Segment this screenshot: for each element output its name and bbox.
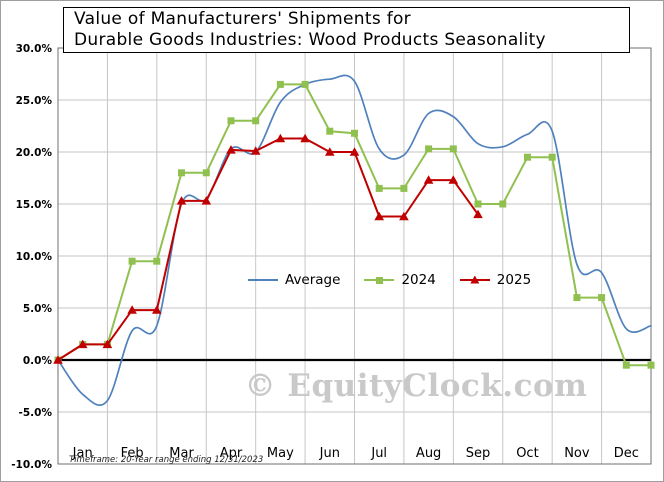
triangle-marker [152,305,162,314]
legend-item-2024: 2024 [364,272,436,288]
month-label: Dec [614,446,639,461]
square-marker [548,153,556,161]
triangle-marker [448,175,459,184]
triangle-marker [374,211,384,221]
triangle-marker [226,145,236,154]
square-marker [252,117,260,125]
triangle-marker [275,133,286,143]
y-axis-label: 5.0% [23,303,53,315]
square-marker [449,145,457,153]
chart-title-line2: Durable Goods Industries: Wood Products … [74,30,546,50]
series-line-2025 [57,137,479,361]
triangle-marker [349,147,360,156]
y-axis-label: 25.0% [16,95,53,107]
legend-label-2025: 2025 [496,272,532,288]
triangle-marker [53,355,63,364]
square-marker [128,257,136,265]
triangle-marker [300,133,310,143]
square-marker [622,361,630,369]
square-marker [647,361,655,369]
square-marker [326,127,334,135]
square-marker-swatch [364,275,395,285]
square-marker [351,129,358,137]
square-marker [227,117,235,125]
triangle-marker [325,147,335,156]
square-marker [178,169,185,177]
month-label: Oct [516,446,538,461]
y-axis-label: 15.0% [16,199,53,211]
month-label: Jun [319,446,340,461]
square-marker [573,294,581,302]
square-marker [153,257,161,265]
month-label: Nov [564,446,590,461]
square-marker [202,169,210,177]
month-label: Sep [466,446,491,461]
triangle-marker [102,339,113,349]
triangle-marker [250,146,261,155]
square-marker [598,294,606,302]
triangle-marker [399,211,409,221]
month-label: Aug [416,446,441,461]
triangle-marker [201,196,212,205]
legend-item-2025: 2025 [459,272,532,288]
square-marker [301,80,309,88]
y-axis-label: -10.0% [11,459,52,471]
y-axis-label: 20.0% [16,147,53,159]
square-marker [276,80,284,88]
square-marker [400,184,408,192]
legend-label-average: Average [285,272,341,288]
y-axis-label: 30.0% [16,43,53,55]
square-marker [375,184,383,192]
legend-item-average: Average [248,272,340,288]
timeframe-note: Timeframe: 20-Year range ending 12/31/20… [69,455,264,465]
month-label: Jul [370,446,387,461]
triangle-marker [176,196,187,205]
equityclock-watermark: © EquityClock.com [244,368,588,404]
month-label: Apr [220,446,243,461]
triangle-marker [127,305,137,314]
square-marker [499,200,507,208]
square-marker [524,153,531,161]
chart-title-line1: Value of Manufacturers' Shipments for [74,9,411,29]
y-axis-label: 0.0% [23,355,53,367]
y-axis-label: 10.0% [16,251,53,263]
square-marker [474,200,482,208]
triangle-marker-swatch [459,275,490,285]
triangle-marker [473,209,483,219]
chart-legend: Average 2024 2025 [248,272,531,288]
month-label: Jan [72,446,93,461]
legend-label-2024: 2024 [401,272,436,288]
chart-title-box: Value of Manufacturers' Shipments for Du… [63,7,630,53]
triangle-marker [423,175,434,184]
month-label: Mar [169,446,194,461]
month-label: May [267,446,294,461]
square-marker [425,145,433,153]
triangle-marker [77,339,88,349]
average-line-swatch [248,275,278,285]
month-label: Feb [121,446,144,461]
y-axis-label: -5.0% [19,407,53,419]
series-line-average [57,74,652,406]
